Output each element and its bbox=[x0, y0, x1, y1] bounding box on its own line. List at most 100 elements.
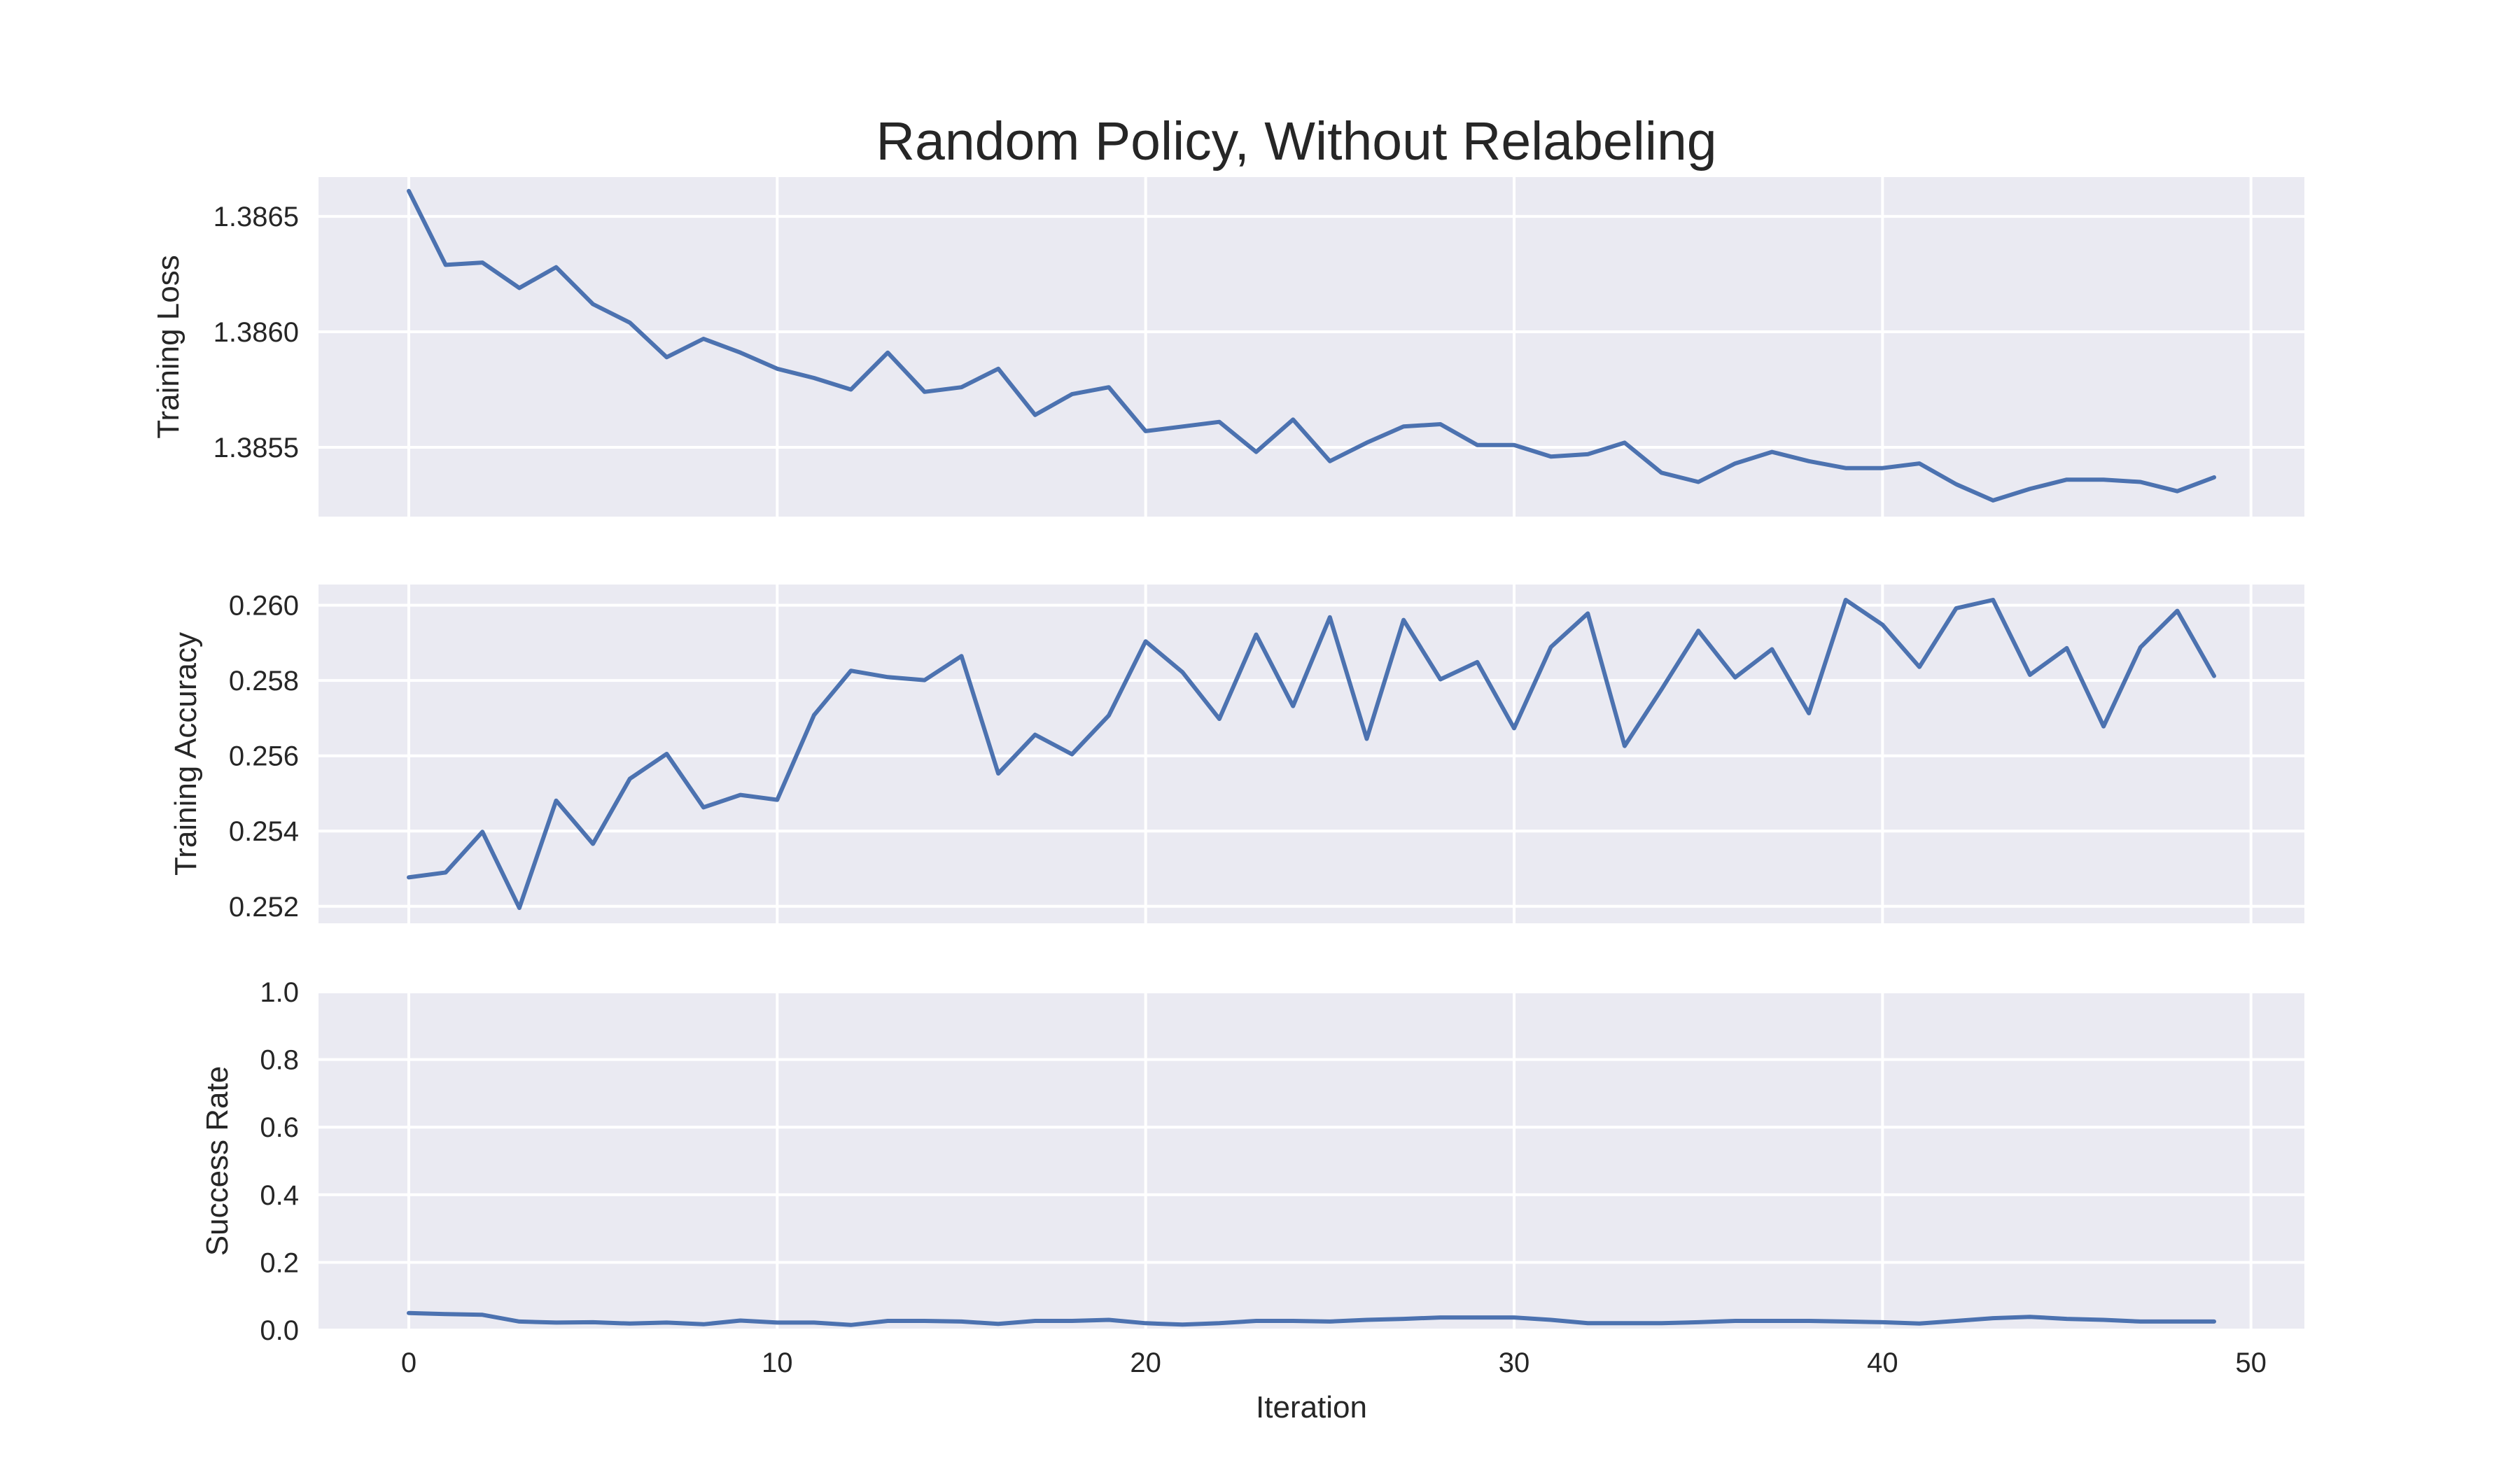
data-point bbox=[1180, 424, 1184, 428]
subplot-2: 0.252 0.254 0.256 0.258 0.260 Training Accura… bbox=[169, 584, 2304, 923]
data-point bbox=[444, 870, 448, 874]
data-point bbox=[407, 1311, 411, 1315]
data-point bbox=[886, 675, 890, 679]
data-point bbox=[1917, 1322, 1921, 1326]
data-point bbox=[1954, 482, 1959, 486]
data-point bbox=[1217, 1321, 1222, 1325]
y-tick-label: 0.8 bbox=[260, 1045, 299, 1076]
data-point bbox=[996, 1322, 1000, 1326]
data-point bbox=[1070, 392, 1074, 396]
data-point bbox=[1623, 1321, 1627, 1325]
data-point bbox=[1586, 452, 1590, 456]
data-point bbox=[1917, 461, 1921, 465]
data-point bbox=[2175, 1320, 2179, 1324]
data-point bbox=[1365, 737, 1368, 741]
data-point bbox=[554, 265, 558, 270]
data-point bbox=[2175, 489, 2179, 493]
data-point bbox=[1549, 1318, 1553, 1322]
data-point bbox=[1844, 1320, 1848, 1324]
data-point bbox=[996, 771, 1000, 776]
data-point bbox=[960, 385, 963, 389]
y-tick-label: 0.4 bbox=[260, 1180, 299, 1211]
y-axis-label: Success Rate bbox=[200, 1066, 234, 1256]
y-tick-label: 0.258 bbox=[229, 666, 299, 696]
data-point bbox=[1328, 615, 1332, 620]
data-point bbox=[1365, 1318, 1368, 1322]
data-point bbox=[738, 1319, 743, 1322]
data-point bbox=[812, 376, 816, 380]
y-tick-label: 0.0 bbox=[260, 1315, 299, 1346]
x-tick-label: 20 bbox=[1130, 1348, 1161, 1378]
data-point bbox=[2028, 486, 2032, 491]
data-point bbox=[1770, 648, 1774, 651]
data-point bbox=[1401, 424, 1406, 428]
plot-area bbox=[318, 992, 2304, 1330]
data-point bbox=[2028, 673, 2032, 677]
data-point bbox=[480, 260, 484, 265]
y-tick-label: 0.254 bbox=[229, 816, 299, 847]
data-point bbox=[1991, 598, 1995, 602]
data-point bbox=[1512, 726, 1516, 730]
data-point bbox=[517, 1320, 522, 1324]
data-point bbox=[1880, 466, 1884, 470]
data-point bbox=[1033, 733, 1037, 737]
x-tick-label: 30 bbox=[1499, 1348, 1530, 1378]
y-tick-label: 0.256 bbox=[229, 741, 299, 772]
data-point bbox=[1438, 678, 1443, 681]
data-point bbox=[2101, 724, 2106, 729]
data-point bbox=[2212, 475, 2216, 479]
y-axis-label: Training Loss bbox=[151, 255, 186, 439]
data-point bbox=[960, 654, 963, 658]
data-point bbox=[1254, 1319, 1258, 1323]
data-point bbox=[1107, 1318, 1111, 1322]
data-point bbox=[1623, 440, 1627, 444]
data-point bbox=[1144, 429, 1148, 433]
data-point bbox=[1549, 454, 1553, 458]
data-point bbox=[1696, 629, 1700, 633]
data-point bbox=[886, 351, 890, 355]
y-tick-label: 0.2 bbox=[260, 1247, 299, 1278]
data-point bbox=[2212, 674, 2216, 678]
data-point bbox=[1070, 752, 1074, 756]
data-point bbox=[2138, 1320, 2143, 1324]
data-point bbox=[591, 1320, 595, 1324]
data-point bbox=[1844, 598, 1848, 602]
subplot-3: 0 10 20 30 40 50 0.0 0.2 0.4 0.6 0.8 1.0 Success Rat… bbox=[200, 977, 2304, 1424]
data-point bbox=[775, 1320, 779, 1324]
data-point bbox=[1623, 744, 1627, 748]
data-point bbox=[1880, 623, 1884, 626]
data-point bbox=[923, 678, 927, 682]
data-point bbox=[554, 1320, 558, 1324]
data-point bbox=[775, 798, 779, 802]
data-point bbox=[407, 875, 411, 879]
data-point bbox=[1807, 1319, 1811, 1323]
data-point bbox=[1328, 1320, 1332, 1324]
x-tick-label: 40 bbox=[1867, 1348, 1898, 1378]
data-point bbox=[1401, 618, 1406, 622]
data-point bbox=[407, 189, 411, 193]
data-point bbox=[1475, 443, 1479, 447]
data-point bbox=[591, 302, 595, 306]
data-point bbox=[1107, 713, 1111, 718]
data-point bbox=[1954, 606, 1959, 610]
y-tick-label: 1.3860 bbox=[214, 317, 299, 348]
data-point bbox=[701, 337, 706, 341]
data-point bbox=[628, 321, 632, 325]
y-tick-label: 1.3865 bbox=[214, 202, 299, 232]
plot-area bbox=[318, 177, 2304, 517]
data-point bbox=[1807, 459, 1811, 463]
series-line-1 bbox=[407, 598, 2216, 910]
plot-area bbox=[318, 584, 2304, 923]
data-point bbox=[1954, 1319, 1959, 1323]
y-axis-label: Training Accuracy bbox=[169, 632, 203, 876]
data-point bbox=[923, 390, 927, 394]
data-point bbox=[480, 1312, 484, 1317]
data-point bbox=[1660, 1321, 1663, 1325]
data-point bbox=[2065, 1317, 2068, 1321]
figure-title: Random Policy, Without Relabeling bbox=[876, 111, 1716, 172]
data-point bbox=[1401, 1317, 1406, 1321]
subplot-1: 1.3855 1.3860 1.3865 Training Loss bbox=[151, 177, 2304, 517]
data-point bbox=[2101, 1318, 2106, 1322]
